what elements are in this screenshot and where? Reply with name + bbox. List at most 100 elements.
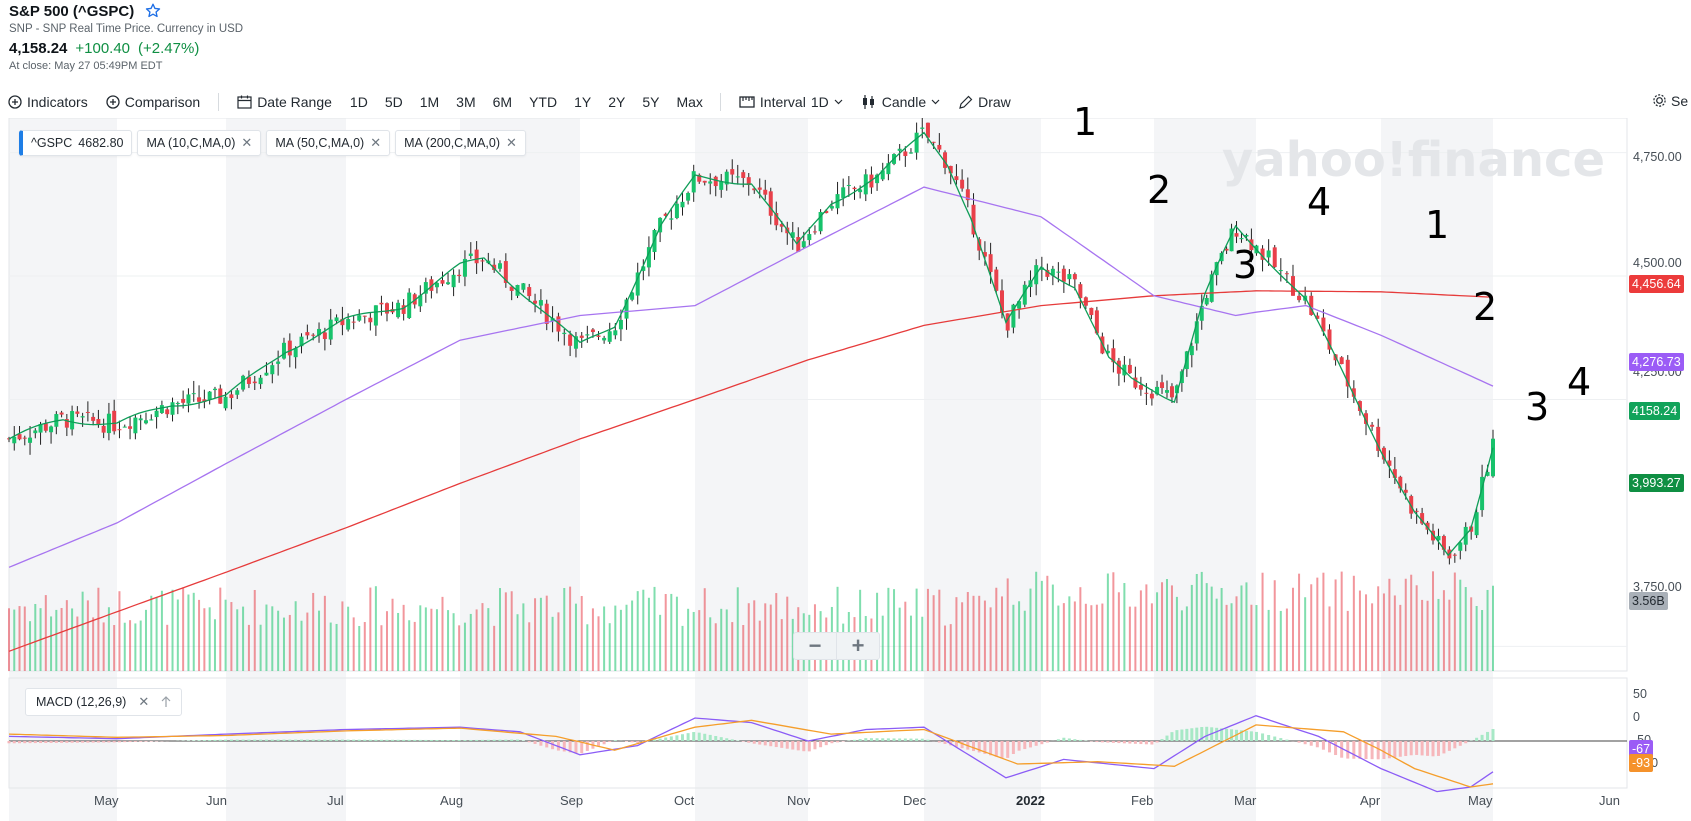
range-ytd[interactable]: YTD <box>529 94 558 110</box>
macd-label: MACD (12,26,9) <box>36 695 127 709</box>
macd-chip[interactable]: MACD (12,26,9) ✕ <box>25 688 183 716</box>
macd-histogram-bar <box>1056 739 1060 741</box>
macd-histogram-bar <box>1346 741 1350 759</box>
candle-body <box>691 171 696 193</box>
indicators-button[interactable]: Indicators <box>8 94 88 110</box>
volume-bar <box>1205 583 1208 671</box>
volume-bar <box>747 603 750 671</box>
candle-body <box>1160 382 1165 389</box>
macd-histogram-bar <box>288 739 292 741</box>
volume-bar <box>219 587 222 671</box>
macd-histogram-bar <box>681 734 685 741</box>
comparison-button[interactable]: Comparison <box>106 94 200 110</box>
macd-histogram-bar <box>1006 741 1010 758</box>
volume-bar <box>1084 603 1087 671</box>
range-1m[interactable]: 1M <box>419 94 440 110</box>
candle-body <box>613 330 618 336</box>
range-3m[interactable]: 3M <box>456 94 476 110</box>
volume-bar <box>1481 610 1484 671</box>
macd-histogram-bar <box>86 741 90 743</box>
macd-histogram-bar <box>1239 730 1243 741</box>
candle-body <box>779 224 784 227</box>
chip-symbol[interactable]: ^GSPC 4682.80 <box>19 130 133 156</box>
close-icon[interactable]: ✕ <box>370 135 382 150</box>
interval-dropdown[interactable]: Interval 1D <box>739 94 843 110</box>
range-6m[interactable]: 6M <box>492 94 513 110</box>
month-band <box>1154 118 1256 821</box>
macd-histogram-bar <box>282 739 286 741</box>
candle-body <box>741 172 746 178</box>
volume-bar <box>1240 585 1243 671</box>
candle-body <box>669 218 674 220</box>
candle-body <box>954 176 959 181</box>
candlestick-icon <box>862 95 874 109</box>
chip-ma10[interactable]: MA (10,C,MA,0) ✕ <box>137 130 262 156</box>
candle-body <box>596 335 601 337</box>
range-2y[interactable]: 2Y <box>608 94 626 110</box>
chip-ma50[interactable]: MA (50,C,MA,0) ✕ <box>266 130 391 156</box>
range-1d[interactable]: 1D <box>349 94 368 110</box>
draw-button[interactable]: Draw <box>958 94 1011 110</box>
macd-histogram-bar <box>1334 741 1338 756</box>
candle-body <box>223 396 228 409</box>
macd-histogram-bar <box>1034 741 1038 746</box>
candle-body <box>1133 377 1138 388</box>
range-max[interactable]: Max <box>676 94 703 110</box>
volume-bar <box>769 604 772 671</box>
volume-bar <box>50 616 53 671</box>
macd-histogram-bar <box>758 741 762 745</box>
zoom-out-button[interactable]: − <box>808 633 822 658</box>
candle-body <box>1138 385 1143 390</box>
candle-body <box>521 283 526 290</box>
macd-histogram-bar <box>1254 731 1258 741</box>
macd-histogram-bar <box>446 740 450 741</box>
macd-histogram-bar <box>875 738 879 741</box>
volume-bar <box>1421 599 1424 671</box>
chip-ma200[interactable]: MA (200,C,MA,0) ✕ <box>395 130 526 156</box>
settings-button[interactable]: Se <box>1652 93 1688 109</box>
candle-body <box>1278 270 1283 272</box>
macd-histogram-bar <box>1297 741 1301 743</box>
candle-body <box>22 437 27 439</box>
volume-bar <box>1261 572 1264 671</box>
range-5d[interactable]: 5D <box>384 94 403 110</box>
macd-histogram-bar <box>830 741 834 744</box>
wave-annotation: 2 <box>1147 168 1172 212</box>
volume-bar <box>1432 571 1435 671</box>
close-icon[interactable]: ✕ <box>138 694 150 709</box>
volume-bar <box>97 587 100 671</box>
volume-bar <box>306 612 309 671</box>
macd-histogram-bar <box>852 739 856 741</box>
volume-bar <box>385 611 388 671</box>
candle-body <box>59 412 64 415</box>
arrow-up-icon[interactable] <box>161 696 171 708</box>
candle-body <box>85 411 90 413</box>
volume-bar <box>341 601 344 671</box>
chart-type-dropdown[interactable]: Candle <box>861 94 940 110</box>
macd-histogram-bar <box>270 739 274 741</box>
candle-body <box>1297 295 1302 301</box>
macd-histogram-bar <box>60 741 64 743</box>
close-icon[interactable]: ✕ <box>506 135 517 150</box>
candle-body <box>334 317 339 322</box>
volume-bar <box>580 595 583 671</box>
candle-body <box>246 376 251 384</box>
volume-bar <box>675 596 678 671</box>
candle-body <box>1061 268 1066 282</box>
macd-histogram-bar <box>881 738 885 741</box>
range-5y[interactable]: 5Y <box>642 94 660 110</box>
macd-histogram-bar <box>824 741 828 746</box>
close-icon[interactable]: ✕ <box>241 135 253 150</box>
date-range-button[interactable]: Date Range <box>237 94 332 110</box>
star-outline-icon[interactable] <box>144 2 162 20</box>
volume-bar <box>1322 572 1325 671</box>
chart-canvas[interactable] <box>0 118 1691 821</box>
candle-body <box>64 419 69 428</box>
zoom-in-button[interactable]: + <box>851 633 865 658</box>
volume-bar <box>736 587 739 671</box>
range-1y[interactable]: 1Y <box>574 94 592 110</box>
macd-histogram-bar <box>539 741 543 746</box>
candle-body <box>680 201 685 208</box>
price-chart[interactable] <box>0 118 1691 821</box>
volume-bar <box>253 589 256 671</box>
